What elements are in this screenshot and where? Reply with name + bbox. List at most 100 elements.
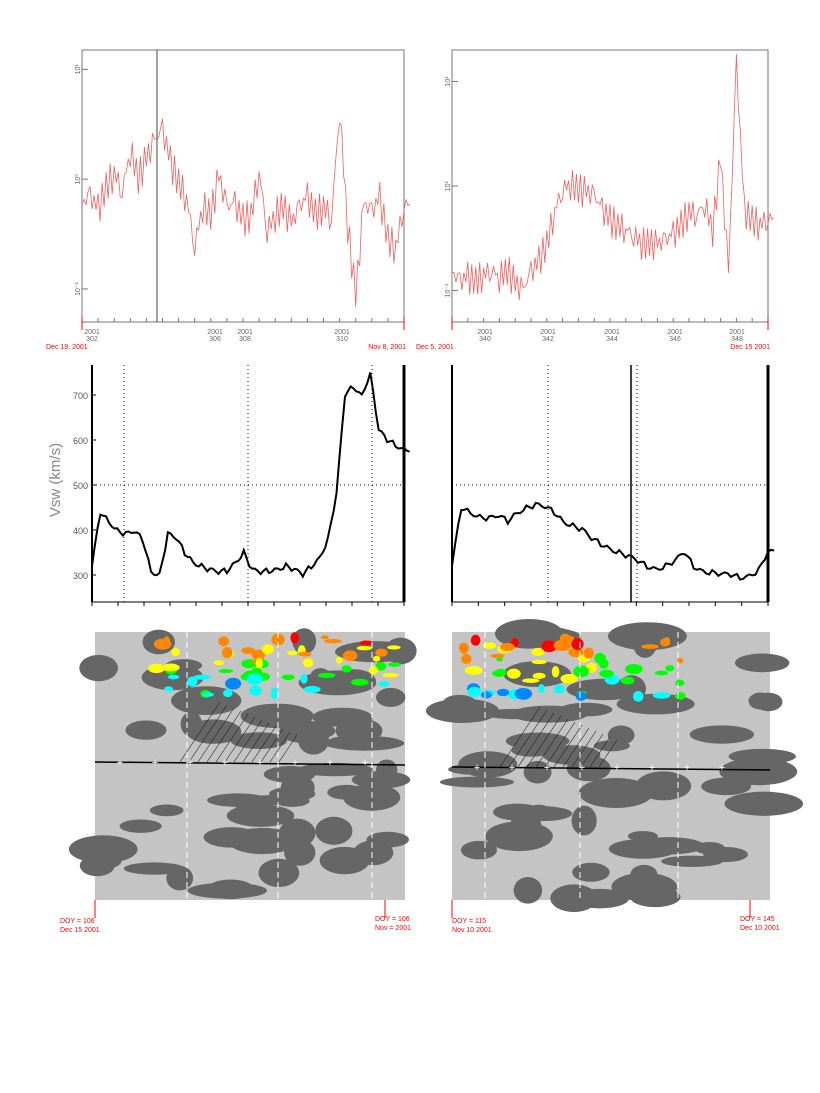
dark-blob xyxy=(724,791,804,816)
plus-marker: + xyxy=(152,757,158,769)
dark-blob xyxy=(227,827,297,855)
color-blob xyxy=(470,634,481,646)
color-blob xyxy=(522,678,540,683)
vector-line xyxy=(517,712,555,768)
color-blob xyxy=(202,692,214,697)
color-blob xyxy=(560,673,578,684)
dark-blob xyxy=(280,774,315,802)
color-blob xyxy=(251,649,265,661)
y-tick-label: 600 xyxy=(73,436,88,446)
x-tick-year: 2001 xyxy=(540,329,556,336)
color-blob xyxy=(218,668,234,674)
color-blob xyxy=(490,653,505,659)
trajectory-line xyxy=(94,761,406,766)
plus-marker: + xyxy=(684,762,690,774)
color-blob xyxy=(586,662,597,673)
dark-blob xyxy=(572,862,610,882)
plus-marker: + xyxy=(117,757,123,769)
color-blob xyxy=(246,673,263,685)
dark-blob xyxy=(611,872,678,902)
color-blob xyxy=(573,665,590,678)
color-blob xyxy=(318,672,336,679)
x-tick-doy: 306 xyxy=(209,336,221,343)
color-blob xyxy=(302,658,314,668)
dark-blob xyxy=(460,840,497,860)
vector-line xyxy=(526,715,562,768)
vector-line xyxy=(544,721,576,768)
color-blob xyxy=(387,662,401,667)
plus-marker: + xyxy=(187,757,193,769)
color-blob xyxy=(222,689,233,698)
dark-blob xyxy=(79,654,119,682)
x-tick-doy: 340 xyxy=(479,336,491,343)
dark-blob xyxy=(607,725,635,745)
color-blob xyxy=(506,668,521,679)
color-blob xyxy=(218,636,230,647)
color-blob xyxy=(531,659,547,665)
color-blob xyxy=(261,644,274,655)
plus-marker: + xyxy=(327,757,333,769)
color-blob xyxy=(368,666,379,675)
y-tick-label: 10¹ xyxy=(445,76,452,87)
dark-blob xyxy=(319,846,370,875)
color-blob xyxy=(594,652,606,664)
color-blob xyxy=(249,685,262,696)
dark-blob xyxy=(230,732,288,750)
x-tick-year: 2001 xyxy=(729,329,745,336)
panel-middle-left: 300 400 500 600 700 Vsw (km/s) xyxy=(47,365,410,606)
color-blob xyxy=(147,663,165,674)
dark-blob xyxy=(425,698,500,723)
color-blob xyxy=(321,635,329,640)
vector-line xyxy=(580,733,604,768)
vector-line xyxy=(215,713,249,763)
color-blob xyxy=(599,669,614,678)
x-tick-doy: 310 xyxy=(336,336,348,343)
color-blob xyxy=(480,691,492,699)
end-doy-label: DOY = 145 xyxy=(740,916,775,923)
dark-blob xyxy=(279,719,325,743)
color-blob xyxy=(359,640,373,646)
color-blob xyxy=(458,642,469,653)
color-blob xyxy=(241,647,255,655)
dark-blob xyxy=(559,702,613,717)
dark-blob xyxy=(578,778,654,809)
color-blob xyxy=(167,674,180,680)
dark-blob xyxy=(187,882,267,899)
color-blob xyxy=(372,655,381,662)
y-tick-label: 400 xyxy=(73,526,88,536)
y-tick-label: 10⁻¹ xyxy=(445,283,452,297)
color-blob xyxy=(575,691,587,701)
plus-marker: + xyxy=(509,762,515,774)
dark-blob xyxy=(631,837,705,855)
vector-line xyxy=(499,706,541,768)
x-tick-year: 2001 xyxy=(334,329,350,336)
dark-blob xyxy=(443,694,476,709)
trajectory-line xyxy=(451,766,771,771)
vector-line xyxy=(553,724,583,768)
dark-blob xyxy=(68,835,138,864)
color-blob xyxy=(350,678,369,686)
panel-bottom-right: + + + + + + + + DOY = 115 Nov 10 2001 DOY = 145 Dec… xyxy=(425,618,804,934)
color-blob xyxy=(514,687,533,700)
dark-blob xyxy=(754,692,783,712)
color-blob xyxy=(221,647,233,659)
color-blob xyxy=(553,639,572,651)
start-date-label: Dec 19, 2001 xyxy=(46,344,88,351)
vector-line xyxy=(251,725,277,763)
color-blob xyxy=(467,686,482,697)
x-tick-doy: 342 xyxy=(542,336,554,343)
color-blob xyxy=(193,674,212,680)
dark-blob xyxy=(375,687,406,707)
dark-blob xyxy=(635,771,692,801)
x-tick-year: 2001 xyxy=(84,329,100,336)
dark-blob xyxy=(526,804,552,816)
color-blob xyxy=(324,638,342,644)
x-tick-doy: 346 xyxy=(669,336,681,343)
color-blob xyxy=(531,647,545,657)
dark-blob xyxy=(328,735,389,748)
end-doy-label: DOY = 106 xyxy=(375,916,410,923)
plus-marker: + xyxy=(362,757,368,769)
dark-blob xyxy=(298,762,373,777)
dark-blob xyxy=(366,831,410,848)
color-blob xyxy=(164,686,174,692)
